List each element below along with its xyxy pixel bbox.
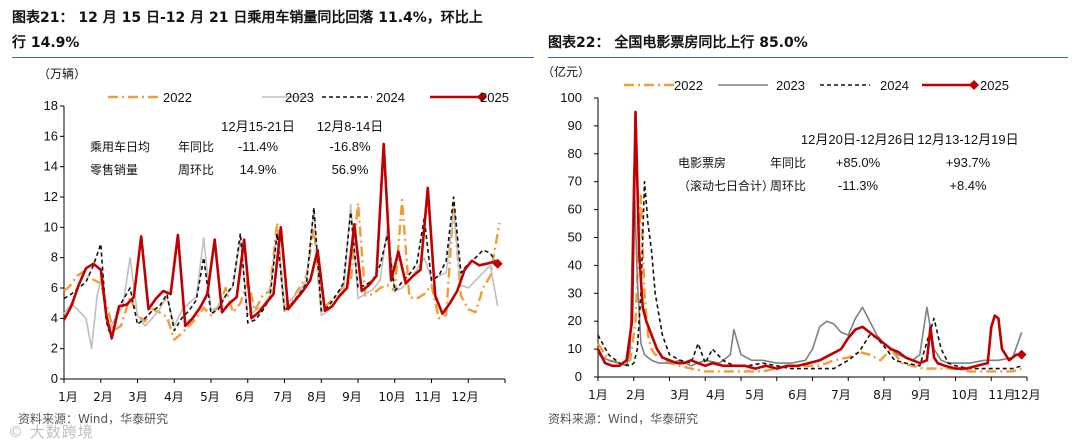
right-legend-label-2024: 2024 <box>880 78 909 93</box>
right-annotation-value: +8.4% <box>949 178 987 193</box>
right-x-tick-label: 5月 <box>745 388 765 402</box>
left-x-tick-label: 6月 <box>235 390 255 404</box>
right-y-tick-label: 10 <box>568 341 582 356</box>
left-y-tick-label: 18 <box>44 98 58 113</box>
right-annotation-col-header: 12月20日-12月26日 <box>801 132 915 147</box>
right-x-tick-label: 10月 <box>951 388 978 402</box>
right-y-tick-label: 100 <box>560 90 582 105</box>
watermark: © 大数跨境 <box>8 423 94 441</box>
right-y-tick-label: 80 <box>568 146 582 161</box>
right-annotation-row-metric: 年同比 <box>770 156 806 170</box>
left-x-tick-label: 9月 <box>342 390 362 404</box>
right-y-axis-unit: （亿元） <box>542 64 590 79</box>
left-y-tick-label: 2 <box>51 341 58 356</box>
left-x-tick-label: 3月 <box>128 390 148 404</box>
left-annotation-row-metric: 年同比 <box>178 140 214 154</box>
left-legend-label-2023: 2023 <box>285 90 314 105</box>
left-annotation-row-metric: 周环比 <box>178 163 214 177</box>
right-legend-label-2022: 2022 <box>674 78 703 93</box>
right-y-tick-label: 70 <box>568 174 582 189</box>
right-source-note: 资料来源：Wind，华泰研究 <box>548 412 699 426</box>
left-x-tick-label: 8月 <box>307 390 327 404</box>
right-y-tick-label: 20 <box>568 313 582 328</box>
left-x-tick-label: 12月 <box>451 390 478 404</box>
left-chart-title-line1: 图表21： 12 月 15 日-12 月 21 日乘用车销量同比回落 11.4%… <box>12 10 483 26</box>
right-annotation-value: +85.0% <box>836 155 881 170</box>
right-y-tick-label: 90 <box>568 118 582 133</box>
right-title-rule <box>548 57 1068 58</box>
left-annotation-col-header: 12月8-14日 <box>317 119 383 134</box>
right-x-tick-label: 4月 <box>706 388 726 402</box>
left-title-rule <box>12 57 534 58</box>
right-series-2023 <box>597 167 1023 367</box>
right-series-2022 <box>596 194 1022 373</box>
left-chart-title-line2: 行 14.9% <box>12 35 80 51</box>
right-x-tick-label: 2月 <box>626 388 646 402</box>
left-source-note: 资料来源：Wind，华泰研究 <box>18 412 169 426</box>
right-series-2024 <box>597 180 1022 370</box>
left-y-tick-label: 10 <box>44 219 58 234</box>
right-x-tick-label: 3月 <box>670 388 690 402</box>
left-y-tick-label: 6 <box>51 280 58 295</box>
left-annotation-col-header: 12月15-21日 <box>221 119 295 134</box>
left-legend-label-2024: 2024 <box>376 90 405 105</box>
left-y-tick-label: 12 <box>44 189 58 204</box>
left-x-tick-label: 10月 <box>378 390 405 404</box>
right-x-tick-label: 11月 <box>988 388 1015 402</box>
right-y-tick-label: 0 <box>575 369 582 384</box>
right-annotation-row-metric: 周环比 <box>770 179 806 193</box>
left-legend-marker-2025 <box>477 92 487 102</box>
right-y-tick-label: 40 <box>568 257 582 272</box>
right-x-tick-label: 8月 <box>873 388 893 402</box>
left-x-tick-label: 11月 <box>414 390 441 404</box>
right-x-tick-label: 1月 <box>588 388 608 402</box>
right-x-tick-label: 6月 <box>788 388 808 402</box>
right-x-tick-label: 7月 <box>831 388 851 402</box>
left-series-end-marker-2025 <box>492 258 503 269</box>
right-annotation-value: -11.3% <box>838 178 879 193</box>
left-x-tick-label: 7月 <box>273 390 293 404</box>
left-series-2025 <box>62 142 499 340</box>
left-y-tick-label: 0 <box>51 371 58 386</box>
right-y-tick-label: 60 <box>568 202 582 217</box>
right-annotation-col-header: 12月13-12月19日 <box>917 132 1018 147</box>
left-y-tick-label: 4 <box>51 310 58 325</box>
left-annotation-row-label: 零售销量 <box>90 162 138 177</box>
left-legend-label-2022: 2022 <box>163 90 192 105</box>
left-y-tick-label: 14 <box>44 159 58 174</box>
left-series-2024 <box>63 196 499 341</box>
right-chart-title: 图表22： 全国电影票房同比上行 85.0% <box>548 35 808 51</box>
right-annotation-row-label: （滚动七日合计） <box>678 178 774 193</box>
left-annotation-row-label: 乘用车日均 <box>90 139 150 154</box>
left-series-2023 <box>63 203 499 350</box>
right-y-tick-label: 30 <box>568 285 582 300</box>
left-annotation-value: -16.8% <box>329 139 371 154</box>
left-y-tick-label: 16 <box>44 128 58 143</box>
right-y-tick-label: 50 <box>568 230 582 245</box>
left-annotation-value: 56.9% <box>332 162 369 177</box>
right-legend-label-2023: 2023 <box>776 78 805 93</box>
left-x-tick-label: 4月 <box>164 390 184 404</box>
right-series-2025 <box>596 110 1022 370</box>
right-annotation-row-label: 电影票房 <box>678 155 726 170</box>
right-annotation-value: +93.7% <box>946 155 991 170</box>
right-legend-marker-2025 <box>969 80 979 90</box>
left-annotation-value: -11.4% <box>238 139 279 154</box>
right-series-end-marker-2025 <box>1016 349 1027 360</box>
right-x-tick-label: 9月 <box>911 388 931 402</box>
left-x-tick-label: 2月 <box>93 390 113 404</box>
right-x-tick-label: 12月 <box>1013 388 1040 402</box>
left-x-tick-label: 1月 <box>58 390 78 404</box>
left-annotation-value: 14.9% <box>240 162 277 177</box>
left-legend-label-2025: 2025 <box>480 90 509 105</box>
left-y-axis-unit: （万辆） <box>38 67 86 81</box>
left-y-tick-label: 8 <box>51 250 58 265</box>
left-x-tick-label: 5月 <box>200 390 220 404</box>
right-legend-label-2025: 2025 <box>980 78 1009 93</box>
